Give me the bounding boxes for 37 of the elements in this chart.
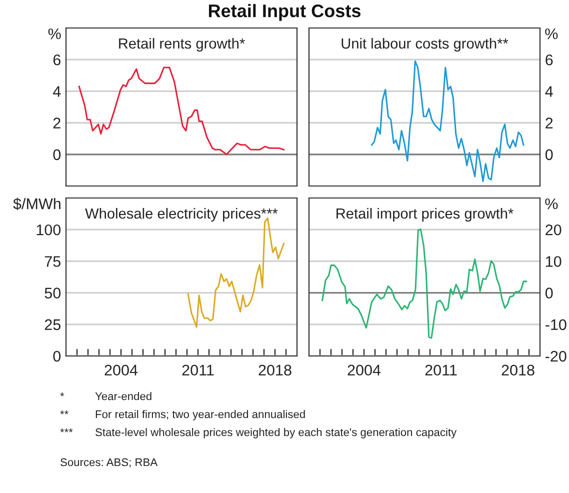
x-tick-label: 2018 bbox=[258, 364, 292, 376]
y-axis-title: $/MWh bbox=[13, 198, 60, 210]
y-tick-label: -10 bbox=[546, 319, 566, 330]
y-tick-label: 6 bbox=[546, 54, 553, 66]
text: * Year-ended bbox=[60, 392, 152, 400]
y-tick-label: 50 bbox=[44, 288, 61, 298]
text: *** State-level wholesale prices weighted by each state's generation capacity bbox=[60, 428, 457, 438]
y-axis-title: % bbox=[545, 28, 558, 40]
x-tick-label: 2004 bbox=[348, 364, 381, 376]
y-tick-label: 4 bbox=[52, 86, 61, 97]
x-tick-label: 2004 bbox=[104, 364, 138, 376]
y-tick-label: 75 bbox=[44, 256, 60, 267]
y-tick-label: 2 bbox=[53, 118, 60, 128]
y-tick-label: -20 bbox=[546, 350, 566, 362]
y-tick-label: 0 bbox=[53, 149, 61, 160]
y-tick-label: 6 bbox=[53, 54, 60, 66]
y-tick-label: 0 bbox=[545, 149, 553, 160]
y-tick-label: 100 bbox=[36, 224, 61, 236]
text: ** For retail firms; two year-ended annualised bbox=[60, 410, 305, 420]
y-axis-title: % bbox=[545, 198, 558, 210]
y-tick-label: 20 bbox=[546, 224, 562, 236]
x-tick-label: 2011 bbox=[425, 364, 457, 376]
text: Retail import prices growth* bbox=[336, 208, 514, 222]
y-tick-label: 0 bbox=[545, 288, 553, 298]
y-tick-label: 0 bbox=[53, 350, 61, 362]
x-tick-label: 2018 bbox=[502, 364, 534, 376]
y-tick-label: 25 bbox=[44, 319, 60, 330]
x-tick-label: 2011 bbox=[182, 364, 214, 376]
y-axis-title: % bbox=[48, 28, 61, 40]
text: Retail rents growth* bbox=[119, 38, 245, 52]
text: Wholesale electricity prices*** bbox=[85, 208, 278, 222]
y-tick-label: 10 bbox=[546, 256, 562, 267]
source-note: Sources: ABS; RBA bbox=[60, 458, 158, 468]
text: Retail Input Costs bbox=[208, 4, 361, 21]
y-tick-label: 4 bbox=[545, 86, 553, 97]
y-tick-label: 2 bbox=[546, 118, 553, 128]
text: Unit labour costs growth** bbox=[342, 38, 508, 52]
